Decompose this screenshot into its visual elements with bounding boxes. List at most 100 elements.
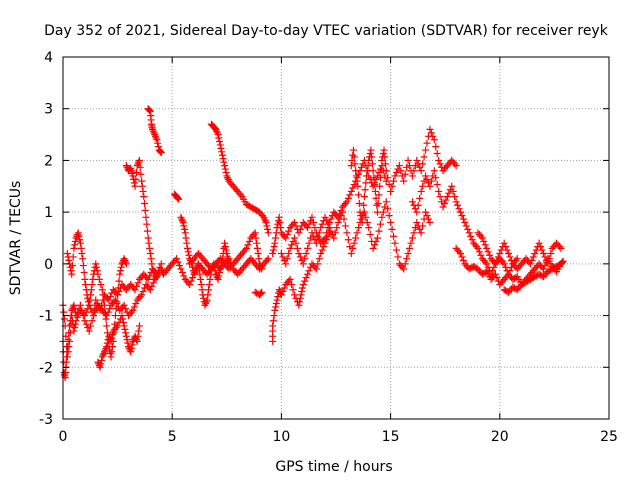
data-point xyxy=(126,165,134,173)
data-point xyxy=(102,315,110,323)
data-point xyxy=(371,241,379,249)
data-point xyxy=(341,200,349,208)
data-point xyxy=(544,260,552,268)
data-point xyxy=(123,336,131,344)
data-point xyxy=(213,129,221,137)
data-point xyxy=(67,267,75,275)
data-point xyxy=(547,250,555,258)
data-point xyxy=(435,187,443,195)
data-point xyxy=(419,160,427,168)
data-point xyxy=(139,187,147,195)
data-point xyxy=(214,275,222,283)
data-point xyxy=(478,234,486,242)
data-point xyxy=(141,200,149,208)
data-point xyxy=(146,250,154,258)
data-point xyxy=(349,244,357,252)
data-point xyxy=(140,193,148,201)
data-point xyxy=(92,260,100,268)
data-point xyxy=(264,229,272,237)
data-point xyxy=(64,336,72,344)
data-point xyxy=(119,315,127,323)
data-point xyxy=(111,312,119,320)
data-point xyxy=(286,244,294,252)
data-point xyxy=(223,172,231,180)
data-point xyxy=(426,218,434,226)
data-point xyxy=(364,162,372,170)
data-point xyxy=(186,281,194,289)
data-point xyxy=(382,167,390,175)
data-point xyxy=(503,246,511,254)
data-point xyxy=(308,229,316,237)
data-point xyxy=(390,177,398,185)
data-point xyxy=(145,239,153,247)
data-point xyxy=(423,175,431,183)
data-point xyxy=(95,275,103,283)
data-point xyxy=(350,153,358,161)
data-point xyxy=(419,222,427,230)
data-point xyxy=(355,224,363,232)
data-point xyxy=(403,255,411,263)
data-point xyxy=(133,337,141,345)
data-point xyxy=(354,182,362,190)
data-point xyxy=(131,182,139,190)
y-tick-label: 1 xyxy=(44,205,53,221)
data-point xyxy=(279,253,287,261)
data-point xyxy=(81,275,89,283)
y-axis-label: SDTVAR / TECUs xyxy=(8,181,24,296)
data-point xyxy=(263,222,271,230)
data-point xyxy=(261,215,269,223)
data-point xyxy=(216,268,224,276)
data-point xyxy=(82,320,90,328)
data-point xyxy=(141,206,149,214)
data-point xyxy=(189,274,197,282)
data-point xyxy=(271,239,279,247)
data-point xyxy=(95,362,103,370)
data-point xyxy=(122,162,130,170)
data-point xyxy=(120,322,128,330)
data-point xyxy=(309,218,317,226)
data-point xyxy=(269,322,277,330)
data-point xyxy=(283,231,291,239)
data-point xyxy=(496,250,504,258)
data-point xyxy=(331,229,339,237)
data-point xyxy=(387,218,395,226)
data-point xyxy=(481,241,489,249)
data-point xyxy=(151,275,159,283)
data-point xyxy=(413,208,421,216)
data-point xyxy=(423,212,431,220)
data-point xyxy=(181,229,189,237)
data-point xyxy=(178,268,186,276)
data-point xyxy=(373,234,381,242)
data-point xyxy=(182,234,190,242)
data-point xyxy=(97,360,105,368)
data-point xyxy=(106,305,114,313)
data-point xyxy=(183,239,191,247)
data-point xyxy=(410,229,418,237)
data-point xyxy=(400,177,408,185)
data-point xyxy=(360,193,368,201)
data-point xyxy=(347,250,355,258)
data-point xyxy=(404,156,412,164)
data-point xyxy=(291,218,299,226)
data-point xyxy=(359,210,367,218)
data-point xyxy=(205,281,213,289)
data-point xyxy=(296,225,304,233)
data-point xyxy=(127,344,135,352)
data-point xyxy=(256,290,264,298)
data-point xyxy=(79,312,87,320)
data-point xyxy=(68,262,76,270)
data-point xyxy=(473,243,481,251)
x-tick-label: 5 xyxy=(168,429,177,445)
data-point xyxy=(100,349,108,357)
data-point xyxy=(244,241,252,249)
data-point xyxy=(304,224,312,232)
data-point xyxy=(424,215,432,223)
data-point xyxy=(204,291,212,299)
data-point xyxy=(493,274,501,282)
data-point xyxy=(71,324,79,332)
data-point xyxy=(146,244,154,252)
data-point xyxy=(178,215,186,223)
data-point xyxy=(277,291,285,299)
data-point xyxy=(69,303,77,311)
plot-frame xyxy=(62,56,610,420)
